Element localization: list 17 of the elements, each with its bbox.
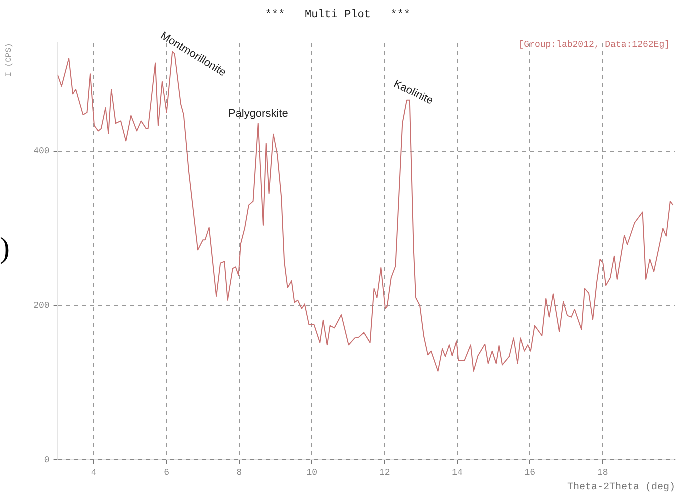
x-tick-label: 16 <box>524 468 536 478</box>
y-tick-label: 400 <box>34 146 50 157</box>
x-tick-label: 4 <box>91 468 97 478</box>
x-tick-label: 12 <box>379 468 390 478</box>
x-tick-label: 10 <box>306 468 318 478</box>
y-axis-title: I (CPS) <box>4 43 14 77</box>
y-tick-label: 0 <box>44 456 50 466</box>
x-axis-title: Theta-2Theta (deg) <box>567 482 676 493</box>
x-tick-label: 6 <box>164 468 170 478</box>
annotation: Palygorskite <box>228 108 288 120</box>
y-tick-label: 200 <box>34 301 50 312</box>
chart-title: *** Multi Plot *** <box>265 10 411 22</box>
text: ) <box>0 232 10 266</box>
x-tick-label: 18 <box>597 468 608 478</box>
annotation: [Group:lab2012, Data:1262Eg] <box>518 40 670 50</box>
x-tick-label: 14 <box>452 468 463 478</box>
x-tick-label: 8 <box>236 468 242 478</box>
